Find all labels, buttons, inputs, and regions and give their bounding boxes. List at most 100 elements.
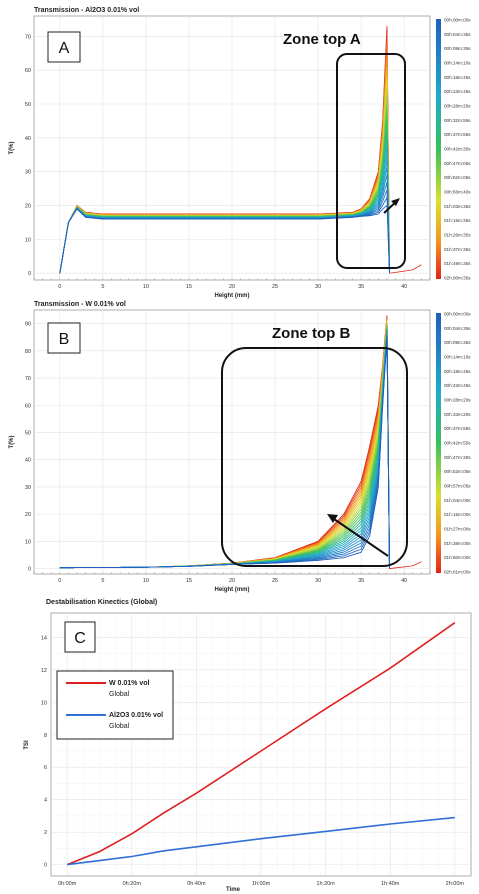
colorbar-label: 01h:03m:35s <box>444 204 471 209</box>
x-tick-label: 0 <box>58 578 61 584</box>
colorbar-label: 00h:18m:45s <box>444 369 471 374</box>
y-tick-label: 10 <box>25 539 31 545</box>
zone-top-a-box <box>336 53 406 269</box>
legend-label-w: W 0.01% vol <box>109 680 150 687</box>
y-tick-label: 8 <box>44 733 47 739</box>
colorbar-label: 00h:28m:20s <box>444 104 471 109</box>
y-tick-label: 30 <box>25 485 31 491</box>
panel-c-title: Destabilisation Kinectics (Global) <box>46 599 157 606</box>
panel-b-xlabel: Height (mm) <box>215 587 250 593</box>
x-tick-label: 35 <box>358 284 364 290</box>
colorbar-label: 00h:00m:00s <box>444 312 471 317</box>
colorbar-label: 00h:23m:45s <box>444 89 471 94</box>
panel-c-xlabel: Time <box>226 887 241 893</box>
y-tick-label: 10 <box>41 700 47 706</box>
tsi-series-line <box>66 622 456 866</box>
x-tick-label: 25 <box>272 578 278 584</box>
colorbar-label: 00h:00m:00s <box>444 18 471 23</box>
y-tick-label: 90 <box>25 322 31 328</box>
panel-a-curves <box>59 26 422 274</box>
colorbar-label: 01h:15m:00s <box>444 512 471 517</box>
y-tick-label: 40 <box>25 458 31 464</box>
y-tick-label: 4 <box>44 798 47 804</box>
tsi-series-line <box>67 816 455 866</box>
panel-c-legend: W 0.01% vol Global Al2O3 0.01% vol Globa… <box>56 670 174 740</box>
colorbar-label: 00h:56m:40s <box>444 190 471 195</box>
colorbar-label: 00h:23m:45s <box>444 383 471 388</box>
y-tick-label: 80 <box>25 349 31 355</box>
y-tick-label: 20 <box>25 512 31 518</box>
panel-c-label-box <box>64 621 96 653</box>
y-tick-label: 6 <box>44 765 47 771</box>
colorbar-label: 01h:27m:00s <box>444 527 471 532</box>
colorbar-label: 00h:14m:10s <box>444 61 471 66</box>
colorbar-label: 02h:01m:00s <box>444 570 471 575</box>
zone-top-b-arrowhead <box>327 514 338 523</box>
y-tick-label: 60 <box>25 403 31 409</box>
y-tick-label: 2 <box>44 830 47 836</box>
colorbar-label: 00h:32m:55s <box>444 118 471 123</box>
panel-a-ticks: 0 5 10 15 20 25 30 35 40 0 10 20 30 40 50 60 70 <box>25 34 431 290</box>
transmission-tail <box>389 561 422 569</box>
panel-a-colorbar-labels: 00h:00m:00s 00h:04m:35s 00h:09m:35s 00h:14m… <box>444 18 471 281</box>
colorbar-label: 00h:04m:35s <box>444 32 471 37</box>
colorbar-label: 00h:09m:35s <box>444 46 471 51</box>
x-tick-label: 1h:40m <box>381 881 400 887</box>
panel-a-xlabel: Height (mm) <box>215 293 250 299</box>
legend-sub-al2o3: Global <box>109 723 130 730</box>
x-tick-label: 40 <box>401 578 407 584</box>
y-tick-label: 10 <box>25 237 31 243</box>
x-tick-label: 5 <box>101 284 104 290</box>
y-tick-label: 20 <box>25 204 31 210</box>
y-tick-label: 50 <box>25 430 31 436</box>
x-tick-label: 2h:00m <box>446 881 465 887</box>
transmission-curve <box>59 204 390 274</box>
colorbar-label: 01h:26m:35s <box>444 233 471 238</box>
colorbar-label: 01h:04m:00s <box>444 498 471 503</box>
x-tick-label: 15 <box>186 284 192 290</box>
x-tick-label: 15 <box>186 578 192 584</box>
y-tick-label: 14 <box>41 635 47 641</box>
y-tick-label: 70 <box>25 376 31 382</box>
x-tick-label: 5 <box>101 578 104 584</box>
zone-top-a-arrowhead <box>391 198 400 206</box>
panel-b-ylabel: T(%) <box>9 436 15 449</box>
panel-b-ticks: 0 5 10 15 20 25 30 35 40 0 10 20 30 40 50 60 70 80 90 <box>25 322 431 584</box>
legend-label-al2o3: Al2O3 0.01% vol <box>109 712 163 719</box>
colorbar-label: 00h:33m:20s <box>444 412 471 417</box>
colorbar-label: 01h:50m:00s <box>444 555 471 560</box>
panel-b: Transmission - W 0.01% vol 0 5 10 15 20 25 30 3… <box>9 301 471 593</box>
y-tick-label: 40 <box>25 136 31 142</box>
colorbar-label: 02h:00m:35s <box>444 276 471 281</box>
x-tick-label: 0 <box>58 284 61 290</box>
x-tick-label: 30 <box>315 284 321 290</box>
panel-b-curves <box>59 315 422 569</box>
colorbar-label: 01h:49m:35s <box>444 261 471 266</box>
colorbar-label: 00h:37m:55s <box>444 132 471 137</box>
colorbar-label: 00h:52m:05s <box>444 175 471 180</box>
panel-b-colorbar-labels: 00h:00m:00s 00h:04m:35s 00h:09m:35s 00h:14m… <box>444 312 471 575</box>
panel-c-ylabel: TSI <box>24 740 30 750</box>
colorbar-label: 00h:52m:05s <box>444 469 471 474</box>
colorbar-label: 01h:38m:00s <box>444 541 471 546</box>
x-tick-label: 20 <box>229 284 235 290</box>
panel-b-title: Transmission - W 0.01% vol <box>34 301 126 308</box>
panel-b-label: B <box>59 331 70 348</box>
panel-c-ticks: 0h:00m 0h:20m 0h:40m 1h:00m 1h:20m 1h:40m 2h:0… <box>41 635 465 887</box>
panel-a-title: Transmission - Al2O3 0.01% vol <box>34 7 139 14</box>
x-tick-label: 20 <box>229 578 235 584</box>
zone-top-a-label: Zone top A <box>283 31 361 48</box>
colorbar-label: 01h:15m:35s <box>444 218 471 223</box>
transmission-curve <box>59 337 390 569</box>
panel-a-label: A <box>59 40 70 57</box>
panel-b-colorbar <box>436 313 441 573</box>
y-tick-label: 12 <box>41 668 47 674</box>
x-tick-label: 25 <box>272 284 278 290</box>
zone-top-b-box <box>221 347 408 567</box>
x-tick-label: 10 <box>143 578 149 584</box>
legend-sub-w: Global <box>109 691 130 698</box>
panel-b-label-box <box>47 322 81 354</box>
colorbar-label: 00h:42m:55s <box>444 441 471 446</box>
x-tick-label: 35 <box>358 578 364 584</box>
